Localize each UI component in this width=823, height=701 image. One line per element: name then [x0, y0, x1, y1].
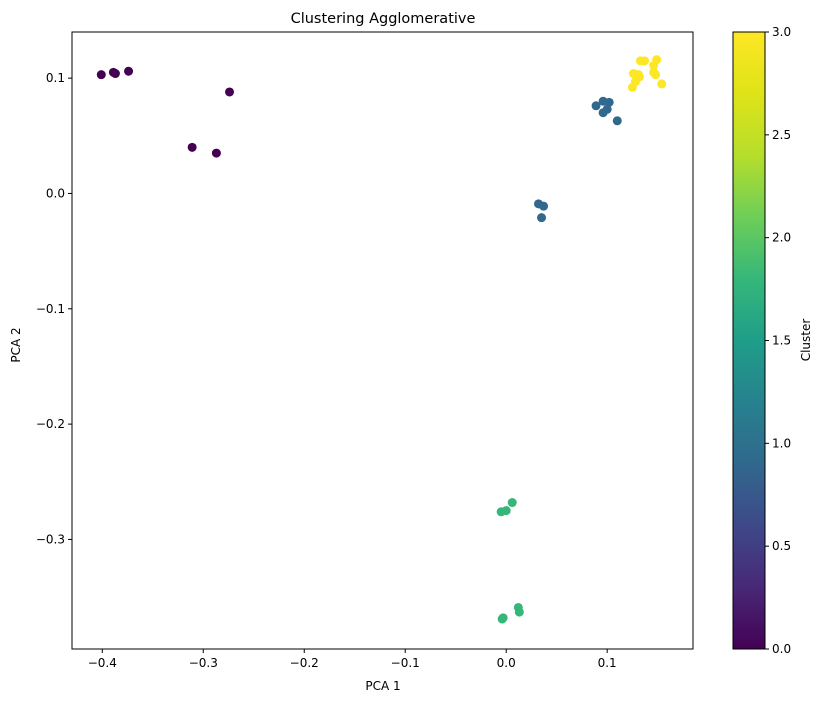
data-point-cluster-0	[124, 66, 134, 76]
colorbar-tick-label: 1.0	[772, 436, 791, 450]
colorbar-tick-label: 0.5	[772, 539, 791, 553]
chart-title: Clustering Agglomerative	[291, 11, 476, 27]
data-point-cluster-3	[627, 82, 637, 92]
y-tick-label: −0.3	[36, 532, 65, 546]
x-tick-label: −0.4	[88, 656, 117, 670]
data-point-cluster-1	[591, 101, 601, 111]
data-point-cluster-3	[634, 72, 644, 82]
x-tick-label: −0.1	[391, 656, 420, 670]
colorbar-label: Cluster	[799, 319, 813, 362]
data-point-cluster-0	[110, 69, 120, 79]
y-tick-label: 0.0	[46, 186, 65, 200]
y-tick-label: −0.2	[36, 417, 65, 431]
data-point-cluster-2	[496, 507, 506, 517]
x-tick-label: −0.3	[189, 656, 218, 670]
x-tick-label: 0.1	[598, 656, 617, 670]
y-axis-label: PCA 2	[9, 327, 23, 362]
y-tick-label: −0.1	[36, 302, 65, 316]
colorbar-tick-label: 2.5	[772, 128, 791, 142]
data-point-cluster-1	[539, 201, 549, 211]
x-axis-label: PCA 1	[365, 679, 400, 693]
data-point-cluster-0	[211, 148, 221, 158]
colorbar-tick-label: 0.0	[772, 642, 791, 656]
axes-layer: −0.4 −0.3 −0.2 −0.1 0.0 0.1 0.1 0.0 −0.1 −0.2 −0.3	[36, 31, 694, 670]
data-point-cluster-1	[604, 97, 614, 107]
data-point-cluster-1	[537, 213, 547, 223]
data-point-cluster-0	[225, 87, 235, 97]
x-tick-label: 0.0	[497, 656, 516, 670]
colorbar-tick-label: 3.0	[772, 25, 791, 39]
data-point-cluster-1	[598, 108, 608, 118]
points-layer	[96, 55, 667, 624]
data-point-cluster-3	[649, 60, 659, 70]
data-point-cluster-3	[651, 70, 661, 80]
data-point-cluster-1	[612, 116, 622, 126]
plot-frame	[71, 31, 694, 650]
data-point-cluster-0	[96, 70, 106, 80]
data-point-cluster-2	[498, 613, 508, 623]
data-point-cluster-2	[507, 498, 517, 508]
y-tick-label: 0.1	[46, 71, 65, 85]
colorbar-tick-label: 1.5	[772, 334, 791, 348]
colorbar: 0.0 0.5 1.0 1.5 2.0 2.5 3.0	[732, 25, 791, 656]
x-tick-label: −0.2	[290, 656, 319, 670]
data-point-cluster-3	[657, 79, 667, 89]
data-point-cluster-3	[640, 56, 650, 66]
data-point-cluster-2	[514, 607, 524, 617]
data-point-cluster-0	[187, 142, 197, 152]
colorbar-tick-label: 2.0	[772, 231, 791, 245]
colorbar-gradient	[732, 31, 766, 650]
